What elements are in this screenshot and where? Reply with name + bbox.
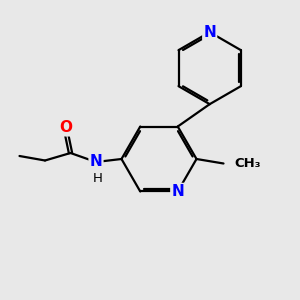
Text: O: O — [59, 120, 73, 135]
Text: H: H — [93, 172, 102, 184]
Text: N: N — [203, 25, 216, 40]
Text: N: N — [171, 184, 184, 199]
Text: CH₃: CH₃ — [234, 157, 260, 170]
Text: N: N — [90, 154, 102, 169]
